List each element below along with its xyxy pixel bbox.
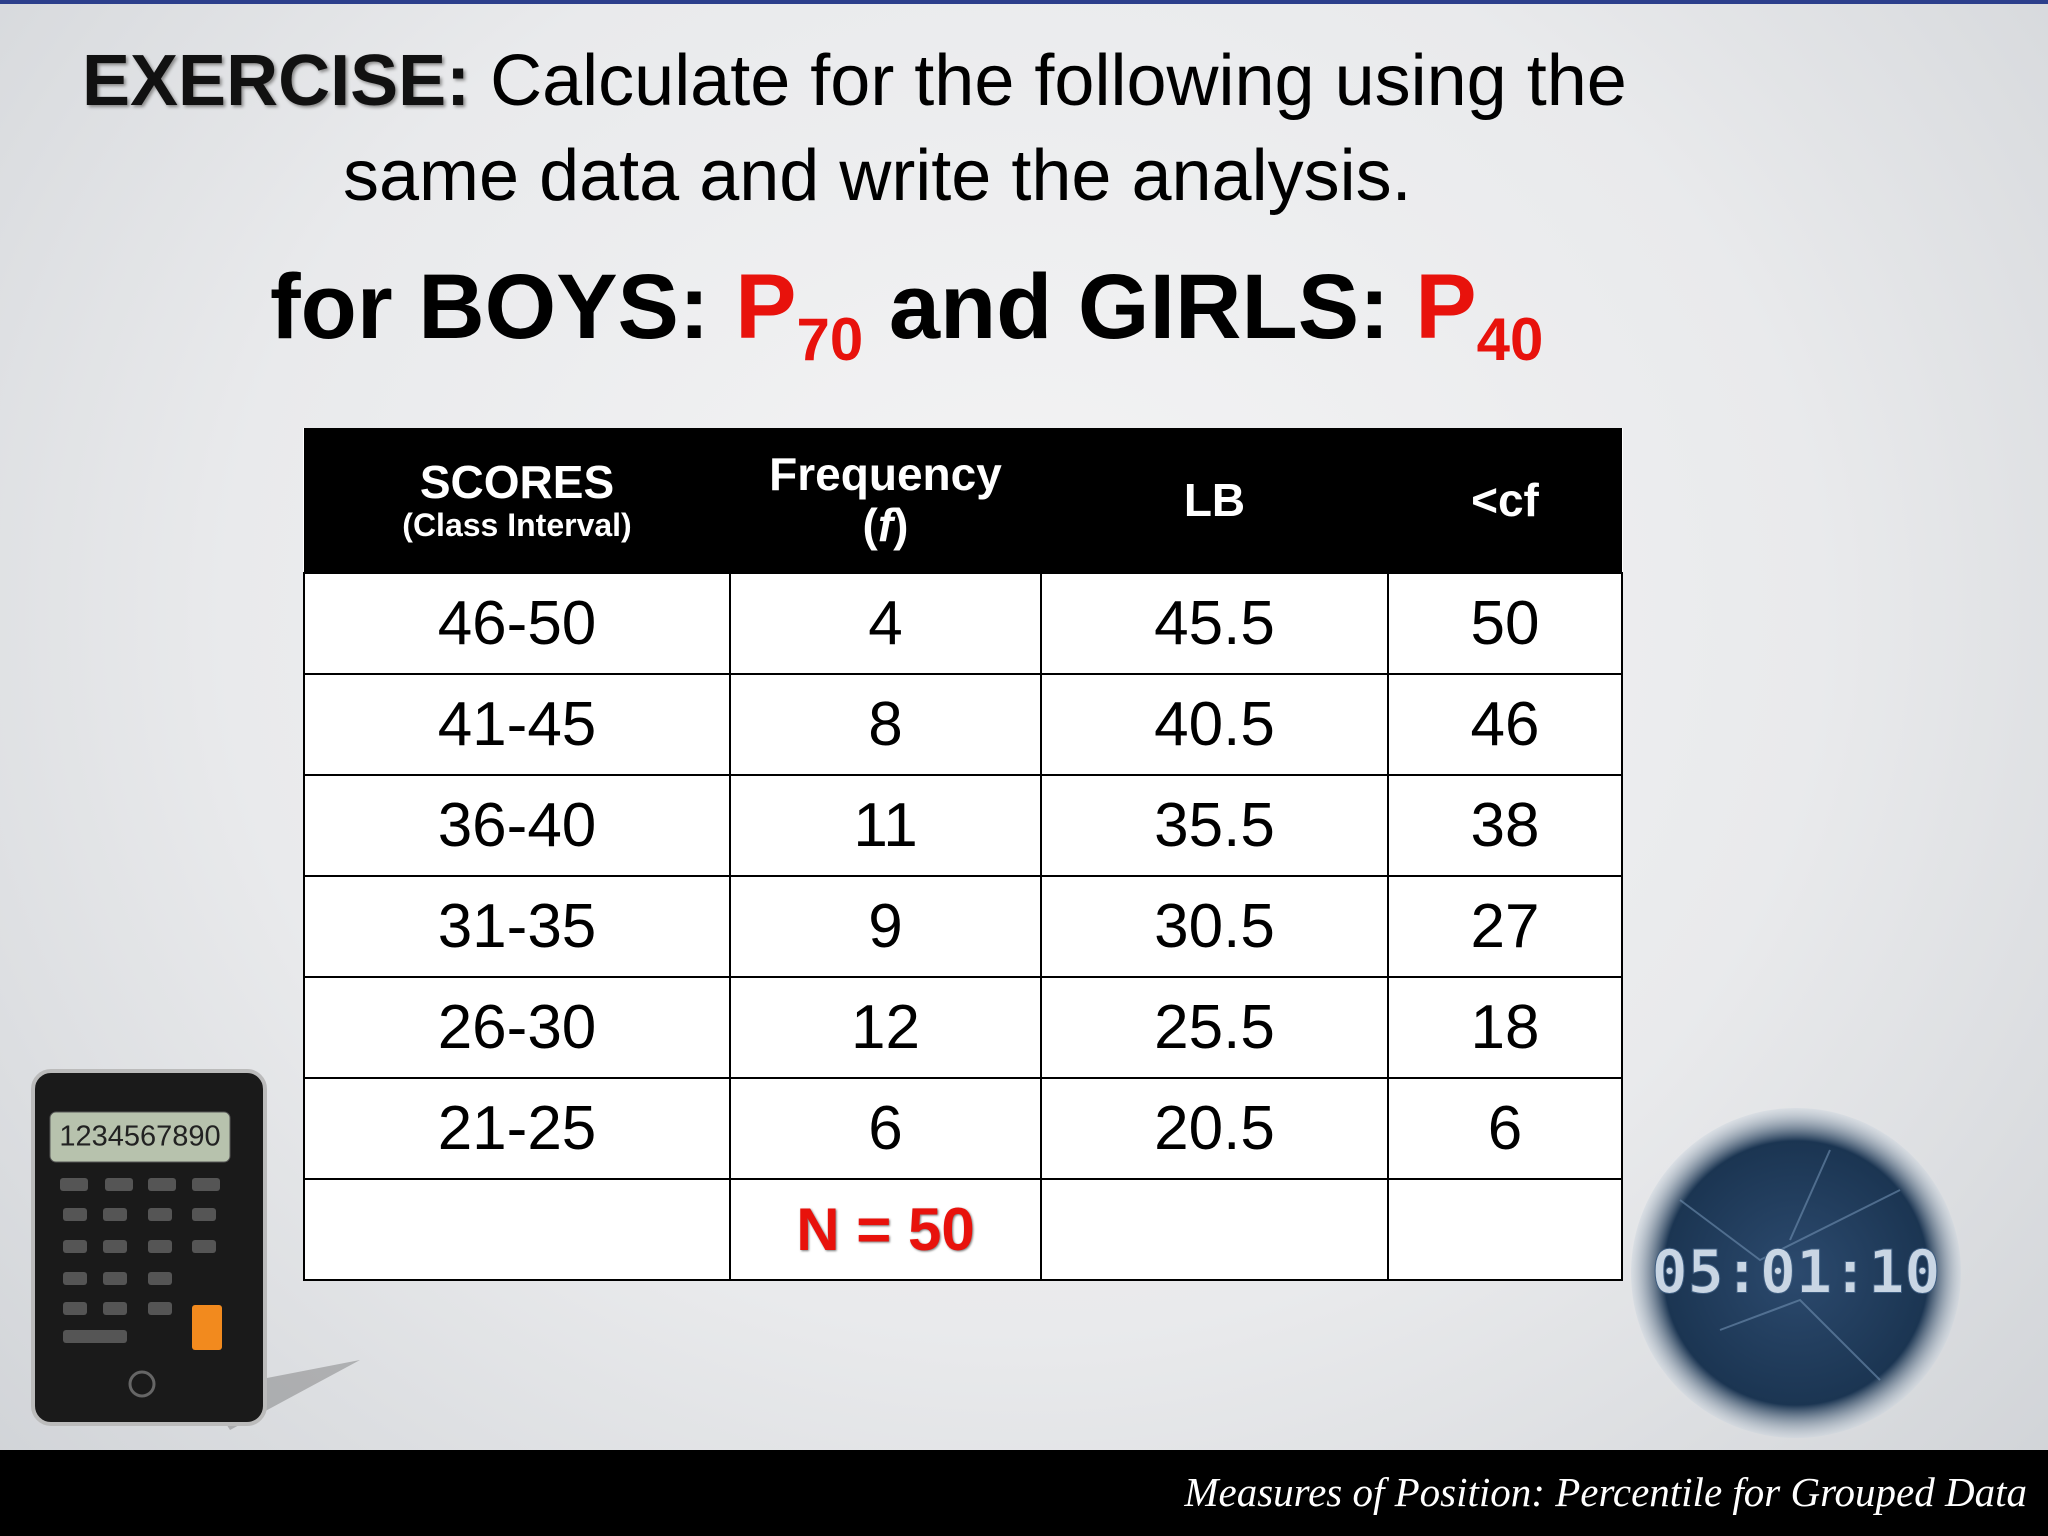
- table-cell: 36-40: [303, 774, 731, 877]
- table-cell: 11: [729, 774, 1042, 877]
- table-cell: 31-35: [303, 875, 731, 978]
- table-cell: 40.5: [1040, 673, 1389, 776]
- table-cell: 46: [1387, 673, 1623, 776]
- header-row: SCORES (Class Interval) Frequency (f) LB <cf: [304, 428, 1622, 573]
- table-cell: 35.5: [1040, 774, 1389, 877]
- column-header: LB: [1041, 428, 1388, 573]
- table-cell: 41-45: [303, 673, 731, 776]
- calculator-display: 1234567890: [59, 1121, 220, 1153]
- empty-cell: [303, 1178, 731, 1281]
- footer-text: Measures of Position: Percentile for Gro…: [1184, 1469, 2027, 1515]
- table-cell: 30.5: [1040, 875, 1389, 978]
- subscript: 40: [1476, 306, 1544, 373]
- header-symbol: ): [893, 499, 909, 551]
- table-cell: 6: [729, 1077, 1042, 1180]
- column-header: SCORES (Class Interval): [304, 428, 730, 573]
- header-label: Frequency: [769, 448, 1002, 501]
- table-cell: 9: [729, 875, 1042, 978]
- table-row: 21-25 6 20.5 6: [303, 1077, 1623, 1180]
- header-sublabel: (Class Interval): [402, 506, 632, 543]
- data-table: SCORES (Class Interval) Frequency (f) LB <cf 4…: [303, 428, 1623, 1281]
- empty-cell: [1040, 1178, 1389, 1281]
- table-row: 36-40 11 35.5 38: [303, 774, 1623, 877]
- table-cell: 18: [1387, 976, 1623, 1079]
- exercise-text: Calculate for the following using the: [490, 41, 1627, 121]
- table-cell: 26-30: [303, 976, 731, 1079]
- symbol: P: [735, 256, 797, 358]
- table-row: 41-45 8 40.5 46: [303, 673, 1623, 776]
- symbol: P: [1415, 256, 1477, 358]
- subscript: 70: [796, 306, 864, 373]
- table-cell: 4: [729, 572, 1042, 675]
- girls-percentile: P40: [1415, 256, 1543, 373]
- table-cell: 50: [1387, 572, 1623, 675]
- top-rule: [0, 0, 2048, 4]
- column-header: <cf: [1388, 428, 1622, 573]
- table-cell: 12: [729, 976, 1042, 1079]
- table-cell: 38: [1387, 774, 1623, 877]
- table-cell: 46-50: [303, 572, 731, 675]
- task-line: for BOYS: P70 and GIRLS: P40: [270, 255, 1543, 374]
- exercise-line: EXERCISE: Calculate for the following us…: [82, 40, 1627, 122]
- total-cell: N = 50: [729, 1178, 1042, 1281]
- total-row: N = 50: [303, 1178, 1623, 1281]
- timer-display: 05:01:10: [1652, 1238, 1941, 1308]
- column-header: Frequency (f): [730, 428, 1041, 573]
- table-cell: 27: [1387, 875, 1623, 978]
- boys-label: for BOYS:: [270, 256, 710, 358]
- table-cell: 6: [1387, 1077, 1623, 1180]
- table-row: 31-35 9 30.5 27: [303, 875, 1623, 978]
- footer-bar: Measures of Position: Percentile for Gro…: [0, 1450, 2048, 1536]
- table-cell: 8: [729, 673, 1042, 776]
- exercise-text-2: same data and write the analysis.: [343, 136, 1412, 216]
- calculator: 1234567890: [31, 1069, 360, 1430]
- header-label: <cf: [1471, 473, 1539, 526]
- girls-label: and GIRLS:: [888, 256, 1390, 358]
- header-label: LB: [1183, 473, 1246, 526]
- boys-percentile: P70: [735, 256, 863, 373]
- header-symbol: f: [877, 499, 894, 551]
- exercise-label: EXERCISE:: [82, 41, 471, 121]
- empty-cell: [1387, 1178, 1623, 1281]
- header-symbol: (: [862, 499, 878, 551]
- table-cell: 20.5: [1040, 1077, 1389, 1180]
- header-label: SCORES: [419, 456, 615, 509]
- table-row: 46-50 4 45.5 50: [303, 572, 1623, 675]
- table-row: 26-30 12 25.5 18: [303, 976, 1623, 1079]
- table-cell: 25.5: [1040, 976, 1389, 1079]
- timer: 05:01:10: [1631, 1108, 1961, 1438]
- table-cell: 21-25: [303, 1077, 731, 1180]
- table-cell: 45.5: [1040, 572, 1389, 675]
